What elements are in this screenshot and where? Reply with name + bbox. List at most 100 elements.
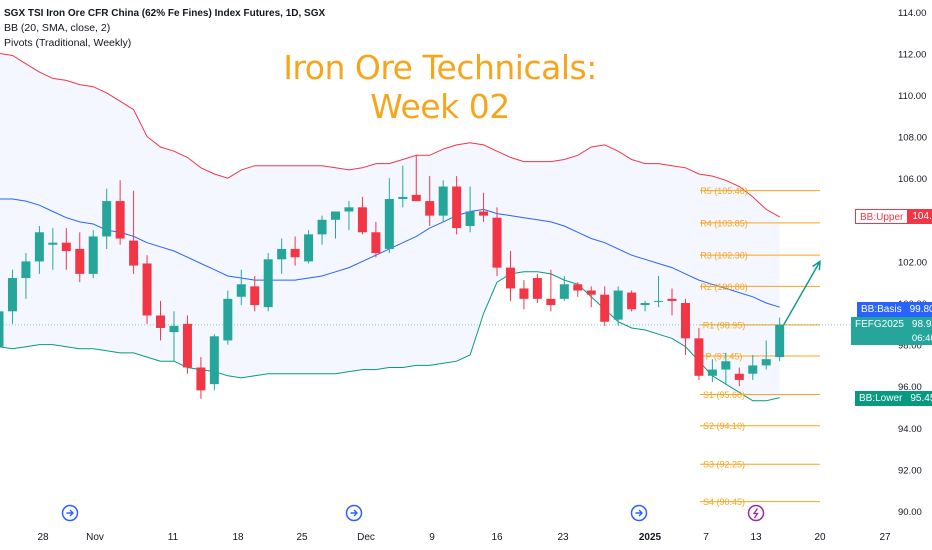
x-tick-label: 7	[703, 532, 709, 543]
candle-body	[317, 219, 327, 235]
candle-body	[452, 186, 462, 229]
candle-body	[761, 359, 771, 366]
bb-upper-tag-key: BB:Upper	[855, 209, 909, 224]
candle-body	[142, 263, 152, 316]
projection-arrow-line	[783, 261, 821, 326]
event-marker-arrow	[66, 509, 74, 517]
chart-legend: SGX TSI Iron Ore CFR China (62% Fe Fines…	[4, 6, 325, 51]
candle-body	[627, 292, 637, 310]
y-tick-label: 106.00	[898, 174, 927, 185]
candle-body	[331, 211, 340, 220]
candle-body	[209, 336, 219, 385]
x-tick-label: 13	[750, 532, 762, 543]
y-tick-label: 108.00	[898, 133, 927, 144]
pivot-label: R1 (98.95)	[703, 320, 746, 330]
bb-lower-tag-value: 95.45	[906, 391, 932, 406]
pivots-legend[interactable]: Pivots (Traditional, Weekly)	[4, 37, 132, 49]
bb-upper-tag: BB:Upper 104.14	[855, 209, 932, 224]
x-tick-label: 2025	[639, 532, 662, 543]
candle-body	[61, 242, 71, 251]
x-tick-label: 23	[557, 532, 569, 543]
x-tick-label: 16	[491, 532, 503, 543]
candle-body	[169, 325, 179, 333]
candle-body	[398, 196, 408, 199]
bb-basis-tag-value: 99.80	[905, 302, 932, 317]
candle-body	[290, 248, 300, 258]
candle-body	[411, 194, 421, 202]
candle-body	[21, 261, 31, 279]
bb-lower-tag: BB:Lower 95.45	[855, 391, 932, 406]
candle-body	[129, 240, 139, 266]
candle-body	[694, 338, 704, 376]
pivot-label: P (97.45)	[706, 352, 743, 362]
candle-body	[182, 323, 192, 368]
candle-body	[250, 286, 260, 306]
candle-body	[7, 278, 17, 312]
x-tick-label: 18	[232, 532, 244, 543]
candle-body	[613, 290, 623, 320]
candle-body	[223, 298, 233, 341]
candle-body	[492, 217, 502, 268]
event-marker-arrow	[350, 509, 358, 517]
time-axis: 28 Nov 11 18 25 Dec 9 16 23 2025 7 13 20 27	[37, 532, 891, 543]
symbol-title[interactable]: SGX TSI Iron Ore CFR China (62% Fe Fines…	[4, 8, 326, 19]
event-marker-arrow	[635, 509, 643, 517]
candle-body	[573, 284, 583, 291]
x-tick-label: Nov	[86, 532, 104, 543]
symbol-price-tag: FEFG2025 98.95 06:46:35	[851, 317, 932, 345]
x-tick-label: 9	[429, 532, 435, 543]
candle-body	[600, 294, 610, 322]
candle-body	[0, 311, 4, 347]
bollinger-legend[interactable]: BB (20, SMA, close, 2)	[4, 22, 111, 34]
projection-arrow-head	[812, 260, 821, 271]
candle-body	[465, 211, 475, 227]
pivot-label: S3 (92.25)	[703, 460, 745, 470]
candlesticks	[0, 155, 785, 399]
lightning-icon	[752, 508, 759, 519]
x-tick-label: Dec	[357, 532, 375, 543]
bb-upper-tag-value: 104.14	[908, 209, 932, 224]
candle-body	[640, 303, 650, 306]
candle-body	[371, 232, 381, 254]
pivot-label: S1 (95.60)	[703, 390, 745, 400]
y-tick-label: 110.00	[898, 91, 926, 102]
candle-body	[384, 199, 394, 249]
pivot-label: R5 (105.40)	[700, 186, 748, 196]
candle-body	[102, 201, 112, 237]
x-tick-label: 20	[814, 532, 826, 543]
chart-headline: Iron Ore Technicals: Week 02	[283, 48, 597, 126]
candle-body	[775, 324, 785, 358]
candle-body	[88, 236, 98, 274]
pivot-label: R2 (100.80)	[700, 282, 748, 292]
y-tick-label: 112.00	[898, 49, 926, 60]
candle-body	[263, 259, 273, 308]
x-tick-label: 25	[296, 532, 308, 543]
candle-body	[559, 284, 569, 299]
candle-body	[156, 315, 166, 328]
bb-basis-tag-key: BB:Basis	[857, 302, 906, 317]
candle-body	[546, 298, 556, 306]
candle-body	[721, 361, 731, 370]
pivot-label: R4 (103.85)	[700, 218, 748, 228]
candle-body	[75, 248, 85, 274]
candle-body	[748, 365, 758, 374]
candle-body	[519, 288, 529, 299]
candle-body	[586, 290, 596, 295]
candle-body	[357, 207, 367, 233]
candle-body	[115, 201, 125, 239]
candle-body	[304, 234, 314, 262]
candle-body	[680, 303, 690, 339]
bar-countdown-timer: 06:46:35	[911, 333, 932, 344]
candle-body	[707, 369, 717, 376]
candle-body	[277, 248, 287, 260]
y-tick-label: 94.00	[898, 424, 922, 435]
candle-body	[425, 201, 435, 216]
pivot-label: S4 (90.45)	[703, 497, 745, 507]
x-tick-label: 27	[879, 532, 891, 543]
candle-body	[196, 367, 206, 391]
bb-lower-tag-key: BB:Lower	[855, 391, 907, 406]
candle-body	[344, 207, 354, 212]
candle-body	[479, 211, 489, 216]
symbol-tag-value: 98.95	[911, 319, 932, 330]
